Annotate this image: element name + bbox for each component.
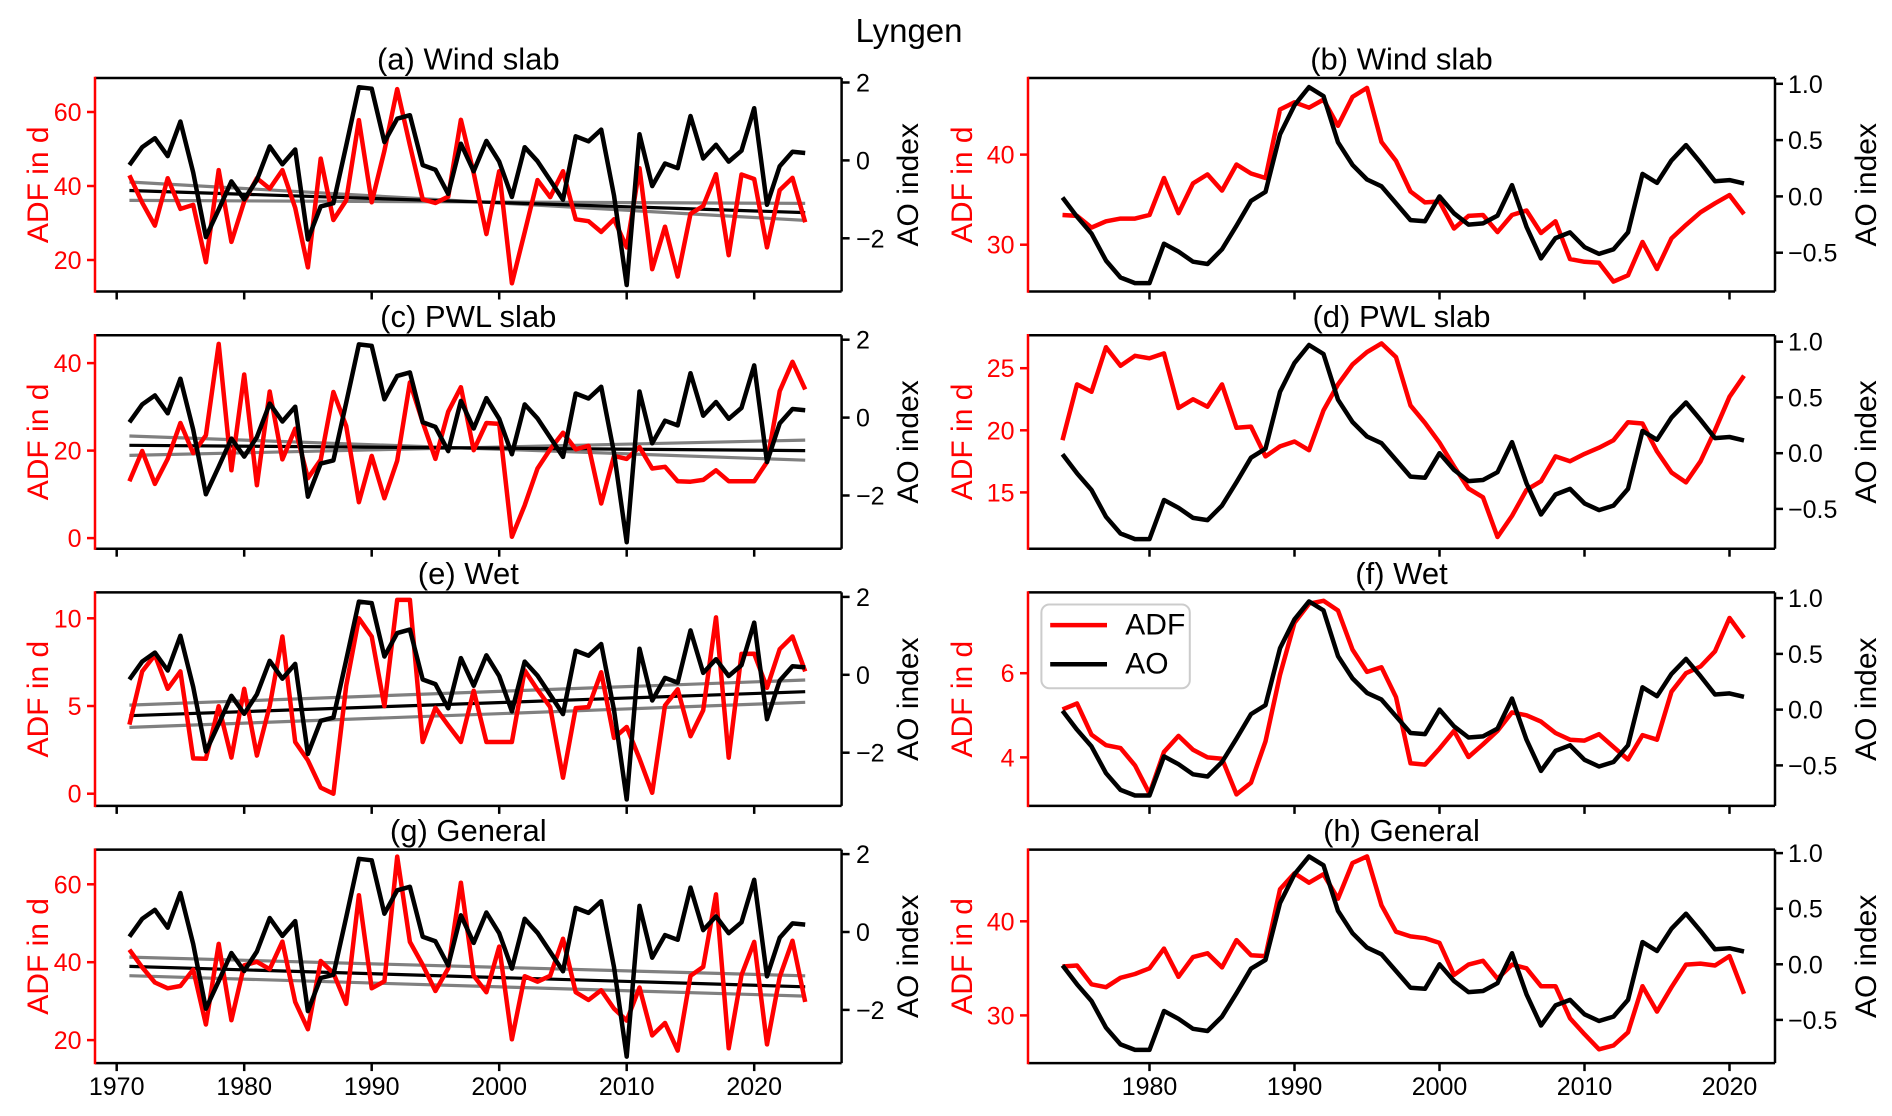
svg-text:AO index: AO index <box>1850 123 1883 246</box>
svg-text:60: 60 <box>54 871 82 899</box>
svg-text:1990: 1990 <box>344 1073 400 1101</box>
svg-text:1.0: 1.0 <box>1788 585 1823 613</box>
svg-text:0: 0 <box>856 919 870 947</box>
svg-text:5: 5 <box>68 693 82 721</box>
svg-text:ADF in d: ADF in d <box>22 641 55 758</box>
svg-text:40: 40 <box>54 173 82 201</box>
svg-text:1.0: 1.0 <box>1788 71 1823 99</box>
svg-text:0: 0 <box>68 781 82 809</box>
svg-text:20: 20 <box>987 417 1015 445</box>
svg-text:AO index: AO index <box>1850 895 1883 1018</box>
svg-text:(e) Wet: (e) Wet <box>418 556 519 591</box>
svg-text:−2: −2 <box>856 997 885 1025</box>
svg-text:ADF in d: ADF in d <box>946 898 979 1015</box>
svg-text:(d) PWL slab: (d) PWL slab <box>1312 299 1490 334</box>
svg-text:AO index: AO index <box>892 637 925 760</box>
svg-text:40: 40 <box>987 142 1015 170</box>
svg-text:2: 2 <box>856 584 870 612</box>
svg-text:60: 60 <box>54 99 82 127</box>
svg-text:0: 0 <box>856 662 870 690</box>
svg-text:AO index: AO index <box>892 123 925 246</box>
svg-text:ADF in d: ADF in d <box>22 898 55 1015</box>
svg-text:2000: 2000 <box>1412 1073 1468 1101</box>
svg-text:30: 30 <box>987 232 1015 260</box>
svg-text:0.0: 0.0 <box>1788 951 1823 979</box>
svg-text:−0.5: −0.5 <box>1788 240 1837 268</box>
svg-text:2010: 2010 <box>599 1073 655 1101</box>
svg-text:(h) General: (h) General <box>1323 813 1480 848</box>
svg-text:−0.5: −0.5 <box>1788 496 1837 524</box>
svg-text:AO index: AO index <box>892 895 925 1018</box>
svg-text:−2: −2 <box>856 483 885 511</box>
svg-text:0.5: 0.5 <box>1788 641 1823 669</box>
svg-text:1970: 1970 <box>89 1073 145 1101</box>
svg-text:ADF in d: ADF in d <box>22 126 55 243</box>
svg-text:20: 20 <box>54 1027 82 1055</box>
svg-text:0.5: 0.5 <box>1788 127 1823 155</box>
svg-text:−2: −2 <box>856 225 885 253</box>
svg-text:6: 6 <box>1001 660 1015 688</box>
svg-text:0.0: 0.0 <box>1788 440 1823 468</box>
svg-text:ADF: ADF <box>1125 609 1185 642</box>
svg-text:2: 2 <box>856 841 870 869</box>
svg-text:(g) General: (g) General <box>390 813 547 848</box>
svg-text:40: 40 <box>987 908 1015 936</box>
svg-text:2010: 2010 <box>1557 1073 1613 1101</box>
svg-text:20: 20 <box>54 247 82 275</box>
svg-text:15: 15 <box>987 479 1015 507</box>
svg-text:0: 0 <box>856 405 870 433</box>
svg-text:2000: 2000 <box>471 1073 527 1101</box>
svg-text:ADF in d: ADF in d <box>946 384 979 501</box>
svg-text:0: 0 <box>856 147 870 175</box>
svg-text:(b) Wind slab: (b) Wind slab <box>1310 42 1493 77</box>
svg-text:0.5: 0.5 <box>1788 896 1823 924</box>
svg-text:2: 2 <box>856 327 870 355</box>
svg-text:1.0: 1.0 <box>1788 329 1823 357</box>
svg-text:0: 0 <box>68 525 82 553</box>
svg-text:Lyngen: Lyngen <box>855 12 962 49</box>
svg-text:2020: 2020 <box>1702 1073 1758 1101</box>
svg-text:0.0: 0.0 <box>1788 183 1823 211</box>
svg-text:1.0: 1.0 <box>1788 840 1823 868</box>
svg-text:0.5: 0.5 <box>1788 384 1823 412</box>
svg-text:−0.5: −0.5 <box>1788 1007 1837 1035</box>
svg-text:30: 30 <box>987 1002 1015 1030</box>
svg-text:AO index: AO index <box>892 380 925 503</box>
svg-text:AO: AO <box>1125 648 1168 681</box>
svg-text:(f) Wet: (f) Wet <box>1355 556 1448 591</box>
svg-text:10: 10 <box>54 605 82 633</box>
svg-text:4: 4 <box>1001 744 1015 772</box>
svg-text:40: 40 <box>54 949 82 977</box>
svg-text:AO index: AO index <box>1850 380 1883 503</box>
svg-text:2020: 2020 <box>726 1073 782 1101</box>
svg-text:2: 2 <box>856 70 870 98</box>
svg-text:AO index: AO index <box>1850 637 1883 760</box>
svg-text:−2: −2 <box>856 740 885 768</box>
svg-text:20: 20 <box>54 438 82 466</box>
svg-text:(a) Wind slab: (a) Wind slab <box>377 42 560 77</box>
svg-text:1980: 1980 <box>216 1073 272 1101</box>
svg-text:ADF in d: ADF in d <box>946 126 979 243</box>
svg-text:40: 40 <box>54 350 82 378</box>
svg-text:−0.5: −0.5 <box>1788 752 1837 780</box>
svg-text:25: 25 <box>987 355 1015 383</box>
svg-text:ADF in d: ADF in d <box>946 641 979 758</box>
svg-text:(c) PWL slab: (c) PWL slab <box>380 299 556 334</box>
svg-text:ADF in d: ADF in d <box>22 384 55 501</box>
svg-text:0.0: 0.0 <box>1788 697 1823 725</box>
svg-text:1980: 1980 <box>1122 1073 1178 1101</box>
svg-text:1990: 1990 <box>1267 1073 1323 1101</box>
